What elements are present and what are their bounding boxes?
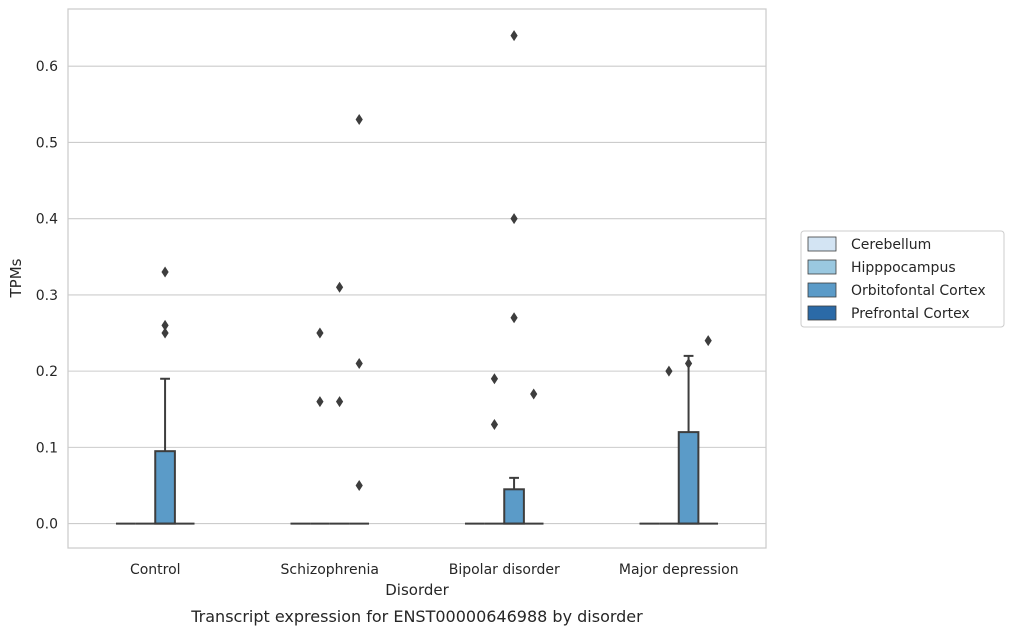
legend-label: Hipppocampus [851,260,956,276]
box-2-3 [677,354,700,525]
outlier-point [510,30,518,42]
outlier-point [161,327,169,339]
outlier-point [316,396,324,408]
legend-swatch [807,236,837,252]
outlier-point [530,388,538,400]
outlier-point [355,358,363,370]
outlier-point [490,418,499,430]
plot-frame [67,8,767,549]
outlier-point [704,335,712,347]
box-body [503,488,525,525]
outlier-point [335,281,344,293]
outlier-point [510,312,518,324]
outlier-point [161,266,169,278]
outlier-point [684,358,693,370]
legend-swatch [807,282,837,298]
outlier-point [665,365,673,377]
chart-caption: Transcript expression for ENST0000064698… [190,607,643,626]
legend-label: Cerebellum [851,237,931,253]
y-tick-label: 0.1 [36,440,58,456]
x-axis-ticks: Control Schizophrenia Bipolar disorder Majo… [130,562,739,578]
y-axis-ticks: 0.0 0.1 0.2 0.3 0.4 0.5 0.6 [36,59,58,532]
outlier-point [316,327,324,339]
y-tick-label: 0.0 [36,517,58,533]
outlier-point [161,319,169,331]
box-body [677,431,700,525]
legend: Cerebellum Hipppocampus Orbitofontal Corte… [800,230,1005,328]
outlier-point [335,396,344,408]
x-tick-label: Bipolar disorder [449,562,560,578]
y-tick-label: 0.6 [36,59,58,75]
legend-label: Prefrontal Cortex [851,306,970,322]
y-tick-label: 0.5 [36,135,58,151]
box-2-2 [503,476,525,525]
x-tick-label: Major depression [619,562,739,578]
box-marks [115,354,719,525]
x-axis-title: Disorder [385,581,449,599]
legend-swatch [807,305,837,321]
legend-label: Orbitofontal Cortex [851,283,986,299]
box-2-0 [154,377,176,525]
box-body [154,450,176,525]
outlier-point [355,114,363,126]
outlier-marks [161,30,712,491]
outlier-point [510,213,518,225]
legend-swatch [807,259,837,275]
y-axis-title: TPMs [7,258,25,298]
y-tick-label: 0.3 [36,288,58,304]
x-tick-label: Schizophrenia [281,562,379,578]
x-tick-label: Control [130,562,181,578]
outlier-point [355,479,363,491]
y-tick-label: 0.4 [36,212,58,228]
y-tick-label: 0.2 [36,364,58,380]
legend-frame [800,230,1005,328]
outlier-point [490,373,499,385]
